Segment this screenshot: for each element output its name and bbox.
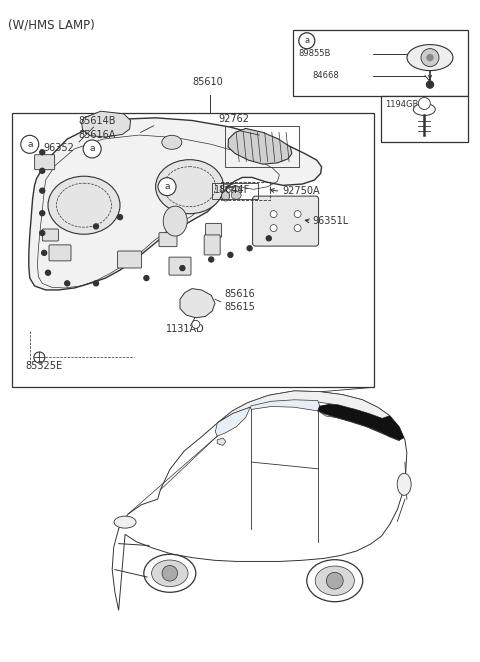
Text: a: a	[164, 182, 170, 191]
Ellipse shape	[231, 187, 241, 195]
FancyBboxPatch shape	[35, 155, 55, 169]
Ellipse shape	[156, 160, 224, 214]
Text: (W/HMS LAMP): (W/HMS LAMP)	[8, 18, 95, 31]
Polygon shape	[217, 391, 390, 423]
FancyBboxPatch shape	[118, 251, 142, 268]
Circle shape	[34, 352, 45, 363]
Circle shape	[421, 48, 439, 67]
Polygon shape	[250, 400, 320, 411]
Polygon shape	[29, 118, 322, 290]
Ellipse shape	[114, 516, 136, 528]
Text: 85616: 85616	[225, 289, 255, 299]
Circle shape	[209, 257, 214, 262]
Ellipse shape	[48, 176, 120, 234]
Circle shape	[158, 177, 176, 196]
Circle shape	[42, 250, 47, 256]
Ellipse shape	[222, 191, 229, 201]
Polygon shape	[216, 407, 250, 436]
Text: 85616A: 85616A	[79, 130, 116, 140]
Ellipse shape	[407, 44, 453, 71]
Text: 18644F: 18644F	[214, 185, 251, 195]
Circle shape	[118, 214, 122, 220]
Ellipse shape	[162, 135, 182, 150]
Text: a: a	[89, 144, 95, 154]
Circle shape	[247, 246, 252, 251]
Polygon shape	[217, 438, 226, 446]
FancyBboxPatch shape	[169, 257, 191, 275]
Circle shape	[40, 168, 45, 173]
FancyBboxPatch shape	[205, 223, 222, 238]
FancyBboxPatch shape	[252, 196, 319, 246]
Polygon shape	[318, 404, 404, 441]
FancyBboxPatch shape	[49, 245, 71, 261]
Bar	[12, 113, 374, 387]
Text: 1194GB: 1194GB	[384, 100, 418, 109]
Circle shape	[294, 211, 301, 218]
Circle shape	[65, 281, 70, 286]
Text: 89855B: 89855B	[299, 49, 331, 58]
Circle shape	[427, 54, 433, 61]
Ellipse shape	[144, 554, 196, 592]
Text: 85325E: 85325E	[25, 361, 62, 371]
Text: 92762: 92762	[218, 114, 249, 124]
Ellipse shape	[397, 473, 411, 495]
Polygon shape	[228, 128, 292, 164]
Bar	[381, 96, 468, 142]
Text: a: a	[304, 36, 310, 45]
Circle shape	[419, 97, 431, 109]
Text: 96352: 96352	[43, 142, 74, 153]
Ellipse shape	[231, 191, 241, 199]
Circle shape	[270, 211, 277, 218]
Circle shape	[427, 81, 433, 88]
Polygon shape	[82, 111, 131, 137]
Circle shape	[180, 265, 185, 271]
Polygon shape	[112, 391, 407, 610]
Text: 85614B: 85614B	[79, 117, 116, 126]
Ellipse shape	[152, 560, 188, 587]
FancyBboxPatch shape	[159, 232, 177, 247]
Ellipse shape	[413, 103, 435, 115]
Circle shape	[83, 140, 101, 158]
FancyBboxPatch shape	[204, 235, 220, 255]
Polygon shape	[180, 289, 215, 318]
Text: 92750A: 92750A	[282, 186, 320, 197]
Text: 85615: 85615	[225, 302, 256, 312]
Circle shape	[144, 275, 149, 281]
Circle shape	[40, 150, 45, 155]
Circle shape	[192, 320, 200, 328]
Circle shape	[294, 224, 301, 232]
Circle shape	[21, 135, 39, 154]
Circle shape	[162, 565, 178, 581]
Text: 84668: 84668	[313, 71, 339, 80]
Circle shape	[326, 573, 343, 589]
Circle shape	[40, 230, 45, 236]
Text: a: a	[27, 140, 33, 149]
Circle shape	[40, 211, 45, 216]
Circle shape	[94, 281, 98, 286]
Circle shape	[299, 33, 315, 49]
Text: 1131AD: 1131AD	[167, 324, 205, 334]
Ellipse shape	[163, 206, 187, 236]
Ellipse shape	[315, 566, 354, 595]
Circle shape	[46, 270, 50, 275]
Circle shape	[270, 224, 277, 232]
Polygon shape	[320, 404, 393, 436]
Circle shape	[228, 252, 233, 258]
FancyBboxPatch shape	[42, 229, 59, 241]
Circle shape	[40, 188, 45, 193]
Ellipse shape	[307, 559, 363, 602]
Text: 96351L: 96351L	[312, 216, 348, 226]
Circle shape	[94, 224, 98, 229]
Bar	[293, 30, 468, 96]
Text: 85610: 85610	[192, 77, 223, 87]
Circle shape	[266, 236, 271, 241]
